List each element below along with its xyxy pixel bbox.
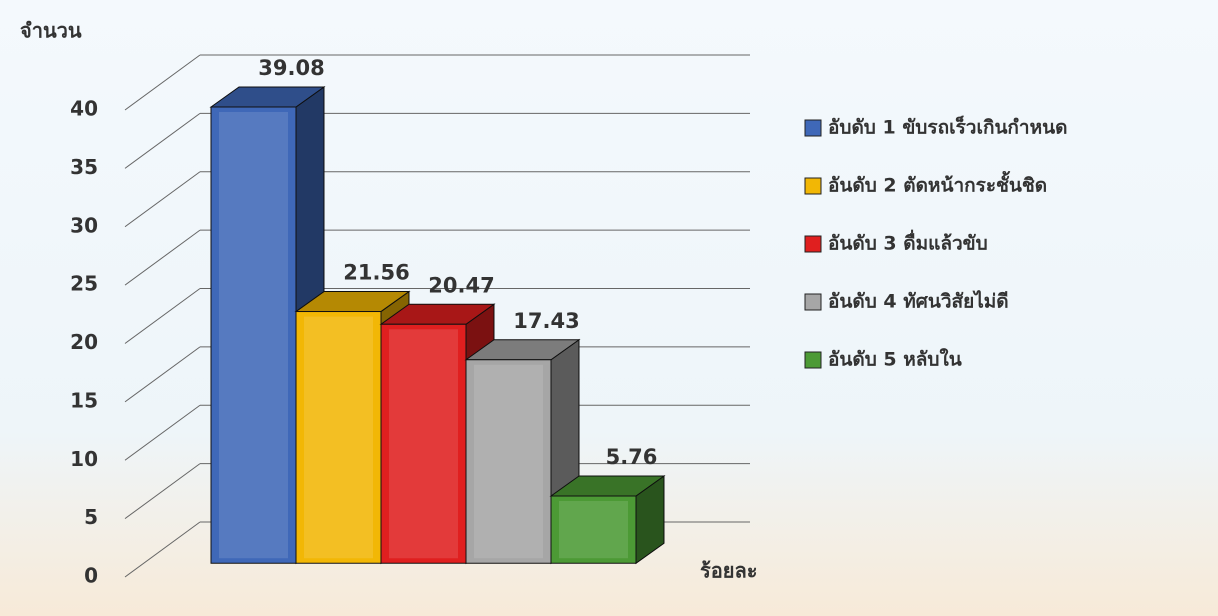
legend-label: อับดับ 1 ขับรถเร็วเกินกำหนด [828, 115, 1067, 139]
value-label: 39.08 [258, 56, 324, 80]
value-label: 5.76 [606, 445, 658, 469]
bar [550, 495, 637, 564]
bar [295, 311, 382, 564]
legend-label: อันดับ 5 หลับใน [828, 348, 962, 371]
y-tick-label: 5 [84, 505, 98, 529]
bar [210, 106, 297, 564]
legend-swatch [804, 293, 822, 311]
value-label: 20.47 [428, 273, 494, 297]
value-label: 21.56 [343, 261, 409, 285]
legend-label: อันดับ 2 ตัดหน้ากระชั้นชิด [828, 171, 1047, 197]
bar-top-shade [466, 339, 579, 360]
grid-diagonal [124, 54, 201, 111]
bar [465, 359, 552, 564]
y-tick-label: 15 [70, 388, 98, 412]
grid-diagonal [124, 288, 201, 344]
grid-diagonal [124, 463, 201, 520]
bar-highlight [474, 364, 543, 559]
legend-label: อันดับ 3 ดื่มแล้วขับ [828, 230, 988, 255]
legend-swatch [804, 235, 822, 253]
bar-highlight [219, 111, 288, 559]
grid-diagonal [124, 229, 201, 286]
value-label: 17.43 [513, 309, 579, 333]
y-tick-label: 40 [70, 97, 98, 121]
bar-top-shade [551, 476, 664, 497]
legend-swatch [804, 177, 822, 195]
legend-swatch [804, 119, 822, 137]
legend-swatch [804, 351, 822, 369]
y-tick-label: 25 [70, 272, 98, 296]
bar-top-shade [211, 86, 324, 107]
y-tick-label: 35 [70, 155, 98, 179]
bar [380, 323, 467, 564]
y-tick-label: 10 [70, 447, 98, 471]
grid-diagonal [124, 112, 201, 169]
grid-diagonal [124, 521, 201, 578]
bar-highlight [389, 329, 458, 559]
y-axis-label: จำนวน [20, 19, 82, 43]
bar-top-shade [381, 304, 494, 325]
legend-label: อันดับ 4 ทัศนวิสัยไม่ดี [828, 290, 1009, 313]
y-tick-label: 20 [70, 330, 98, 354]
x-axis-label: ร้อยละ [700, 559, 757, 583]
y-tick-label: 0 [84, 564, 98, 588]
grid-diagonal [124, 171, 201, 228]
y-tick-label: 30 [70, 213, 98, 237]
grid-diagonal [124, 404, 201, 461]
bar-highlight [304, 316, 373, 559]
grid-diagonal [124, 346, 201, 403]
bar-side-shade [636, 476, 664, 564]
bar-highlight [559, 501, 628, 559]
bar-top-shade [296, 291, 409, 312]
